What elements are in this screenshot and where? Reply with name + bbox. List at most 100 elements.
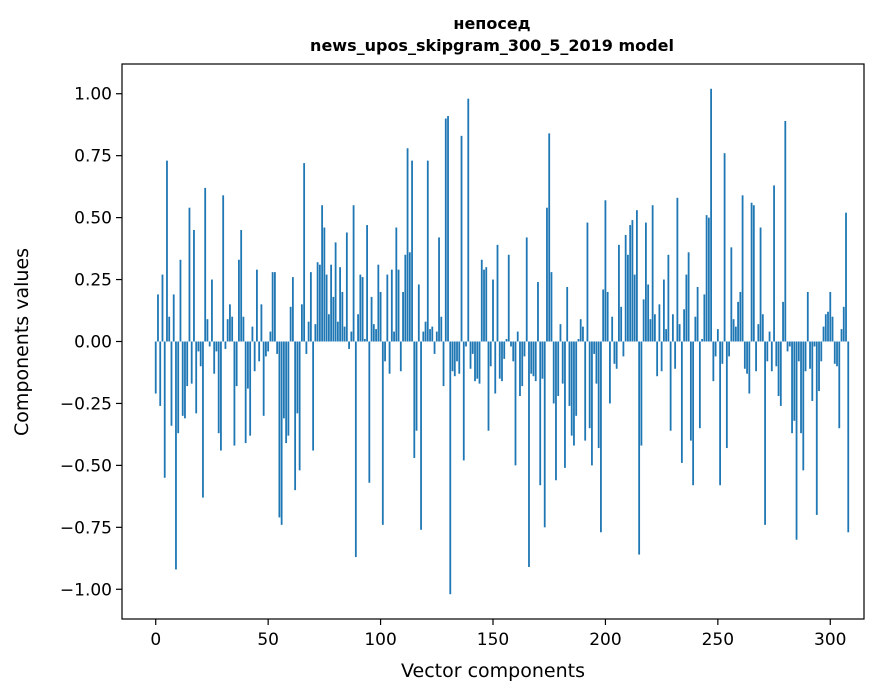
bar-component-308	[847, 341, 850, 533]
bar-series	[154, 88, 850, 595]
bar-component-159	[512, 341, 515, 362]
bar-component-62	[294, 341, 297, 491]
bar-component-221	[651, 205, 654, 342]
bar-component-164	[523, 341, 526, 357]
bar-component-197	[597, 341, 600, 449]
bar-component-251	[719, 341, 721, 486]
bar-component-216	[640, 341, 643, 446]
bar-component-70	[312, 341, 315, 451]
bar-component-301	[831, 316, 834, 342]
bar-component-65	[300, 304, 303, 342]
bar-component-300	[829, 291, 832, 342]
bar-component-179	[557, 341, 560, 397]
bar-component-59	[287, 341, 290, 436]
bar-component-191	[584, 341, 587, 441]
bar-component-196	[595, 341, 598, 384]
bar-component-45	[256, 269, 258, 342]
bar-component-277	[777, 341, 780, 397]
bar-component-299	[827, 311, 829, 342]
bar-component-31	[224, 341, 227, 349]
bar-component-69	[309, 272, 312, 342]
bar-component-254	[725, 341, 728, 449]
bar-component-296	[820, 341, 823, 362]
bar-component-262	[743, 341, 746, 369]
bar-component-171	[539, 341, 542, 486]
bar-component-147	[485, 267, 488, 342]
bar-component-15	[188, 207, 191, 342]
bar-component-35	[233, 341, 236, 446]
bar-component-186	[573, 341, 575, 446]
bar-component-139	[467, 98, 470, 342]
bar-component-279	[782, 301, 784, 342]
bar-component-21	[202, 341, 204, 498]
y-tick-label: −0.50	[60, 456, 112, 476]
y-tick-label: −0.25	[60, 394, 112, 414]
bar-component-255	[728, 341, 730, 357]
bar-component-97	[372, 324, 375, 342]
bar-component-269	[759, 227, 762, 342]
bar-component-148	[487, 341, 490, 431]
bar-component-212	[631, 220, 634, 342]
bar-component-267	[755, 341, 757, 372]
bar-component-239	[692, 341, 695, 486]
bar-component-257	[732, 319, 735, 342]
x-tick-label: 50	[257, 630, 279, 650]
bar-component-235	[683, 309, 686, 342]
bar-component-150	[492, 279, 494, 342]
bar-component-123	[431, 326, 434, 342]
bar-component-205	[615, 341, 618, 369]
bar-component-20	[199, 341, 202, 367]
bar-component-83	[341, 291, 344, 342]
bar-component-6	[168, 316, 171, 342]
bar-component-275	[773, 185, 775, 342]
bar-component-131	[449, 341, 452, 595]
bar-component-230	[671, 314, 674, 342]
bar-component-68	[307, 321, 310, 342]
bar-component-174	[546, 207, 548, 342]
bar-component-127	[440, 316, 443, 342]
bar-component-290	[806, 291, 809, 342]
bar-component-116	[415, 341, 418, 431]
bar-component-95	[368, 341, 371, 483]
bar-component-295	[818, 341, 820, 392]
bar-component-18	[195, 341, 198, 414]
bar-component-132	[451, 341, 454, 372]
bar-component-157	[507, 254, 510, 342]
bar-component-4	[163, 341, 166, 478]
bar-component-92	[361, 277, 364, 342]
bar-component-289	[804, 341, 807, 372]
bar-component-33	[229, 304, 231, 342]
bar-component-229	[669, 341, 672, 431]
bar-component-283	[791, 341, 793, 434]
bar-component-170	[537, 282, 539, 342]
y-tick-label: 0.50	[74, 209, 112, 229]
bar-component-182	[564, 341, 566, 468]
bar-component-206	[618, 244, 620, 342]
bar-component-201	[606, 291, 609, 342]
bar-component-237	[687, 252, 690, 342]
bar-component-84	[343, 326, 346, 342]
bar-component-118	[420, 341, 422, 530]
bar-component-227	[665, 329, 668, 342]
bar-component-214	[636, 210, 638, 342]
bar-component-240	[694, 316, 697, 342]
bar-component-248	[712, 341, 715, 382]
y-tick-label: 0.75	[74, 147, 112, 167]
bar-component-100	[379, 291, 382, 342]
bar-component-272	[766, 341, 769, 362]
bar-component-58	[285, 341, 288, 444]
bar-component-154	[501, 341, 503, 382]
y-tick-label: −0.75	[60, 518, 112, 538]
bar-component-7	[170, 341, 173, 426]
bar-component-12	[181, 341, 184, 416]
bar-component-306	[842, 306, 845, 342]
bar-component-53	[274, 272, 276, 342]
bar-component-0	[154, 341, 157, 394]
bar-component-107	[395, 227, 398, 342]
bar-component-204	[613, 341, 616, 364]
bar-component-294	[815, 341, 818, 515]
bar-component-222	[653, 314, 656, 342]
bar-component-177	[552, 341, 555, 404]
bar-component-32	[226, 319, 229, 342]
bar-component-120	[424, 321, 427, 342]
